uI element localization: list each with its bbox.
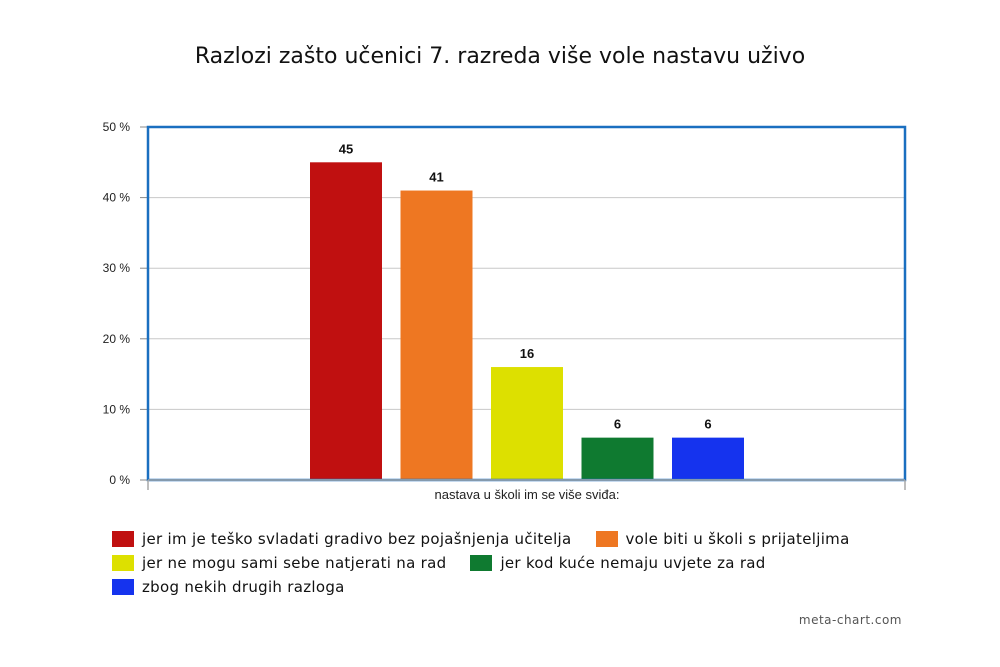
x-axis-label: nastava u školi im se više sviđa: (435, 487, 620, 502)
legend-item: vole biti u školi s prijateljima (595, 530, 850, 548)
footer-credit: meta-chart.com (798, 613, 902, 627)
legend-row: jer im je teško svladati gradivo bez poj… (112, 527, 912, 551)
y-tick-label: 10 % (103, 402, 131, 416)
bar (491, 367, 563, 480)
bars (310, 162, 744, 481)
y-tick-label: 0 % (109, 473, 130, 487)
chart-title: Razlozi zašto učenici 7. razreda više vo… (194, 44, 806, 69)
legend-item: jer ne mogu sami sebe natjerati na rad (112, 554, 446, 572)
legend-label: zbog nekih drugih razloga (142, 578, 345, 596)
legend-row: jer ne mogu sami sebe natjerati na rad j… (112, 551, 912, 575)
legend-item: zbog nekih drugih razloga (112, 578, 345, 596)
data-label: 6 (614, 417, 621, 432)
legend-swatch (595, 531, 618, 547)
data-label: 6 (704, 417, 711, 432)
legend-label: jer ne mogu sami sebe natjerati na rad (142, 554, 447, 572)
bar (672, 437, 744, 480)
data-label: 41 (429, 170, 443, 185)
legend-row: zbog nekih drugih razloga (112, 575, 912, 599)
y-tick-label: 40 % (103, 191, 131, 205)
legend-label: jer im je teško svladati gradivo bez poj… (142, 530, 572, 548)
legend-swatch (112, 555, 134, 571)
legend-swatch (112, 531, 134, 547)
legend-swatch (470, 555, 493, 571)
data-label: 45 (339, 141, 353, 156)
x-axis (147, 479, 906, 490)
bar (581, 437, 654, 480)
y-tick-label: 30 % (103, 261, 131, 275)
data-label: 16 (520, 346, 534, 361)
legend-label: vole biti u školi s prijateljima (625, 530, 850, 548)
y-tick-label: 20 % (103, 332, 131, 346)
legend: jer im je teško svladati gradivo bez poj… (112, 527, 912, 599)
data-labels: 45 41 16 6 6 (339, 141, 712, 431)
legend-label: jer kod kuće nemaju uvjete za rad (500, 554, 766, 572)
y-axis-ticks: 0 % 10 % 20 % 30 % 40 % 50 % (103, 120, 148, 487)
gridlines (148, 197, 905, 410)
bar (400, 190, 473, 481)
legend-swatch (112, 579, 134, 595)
y-tick-label: 50 % (103, 120, 131, 134)
legend-item: jer im je teško svladati gradivo bez poj… (112, 530, 572, 548)
legend-item: jer kod kuće nemaju uvjete za rad (470, 554, 765, 572)
bar (310, 162, 382, 481)
